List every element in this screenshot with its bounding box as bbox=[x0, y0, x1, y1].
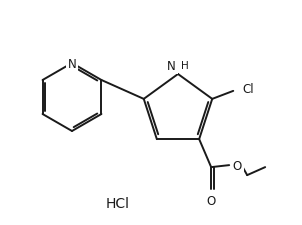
Text: O: O bbox=[233, 159, 242, 172]
Text: Cl: Cl bbox=[242, 83, 254, 96]
Text: HCl: HCl bbox=[106, 196, 130, 210]
Text: O: O bbox=[207, 194, 216, 207]
Text: N: N bbox=[167, 60, 176, 73]
Text: N: N bbox=[68, 57, 76, 70]
Text: H: H bbox=[181, 61, 189, 71]
